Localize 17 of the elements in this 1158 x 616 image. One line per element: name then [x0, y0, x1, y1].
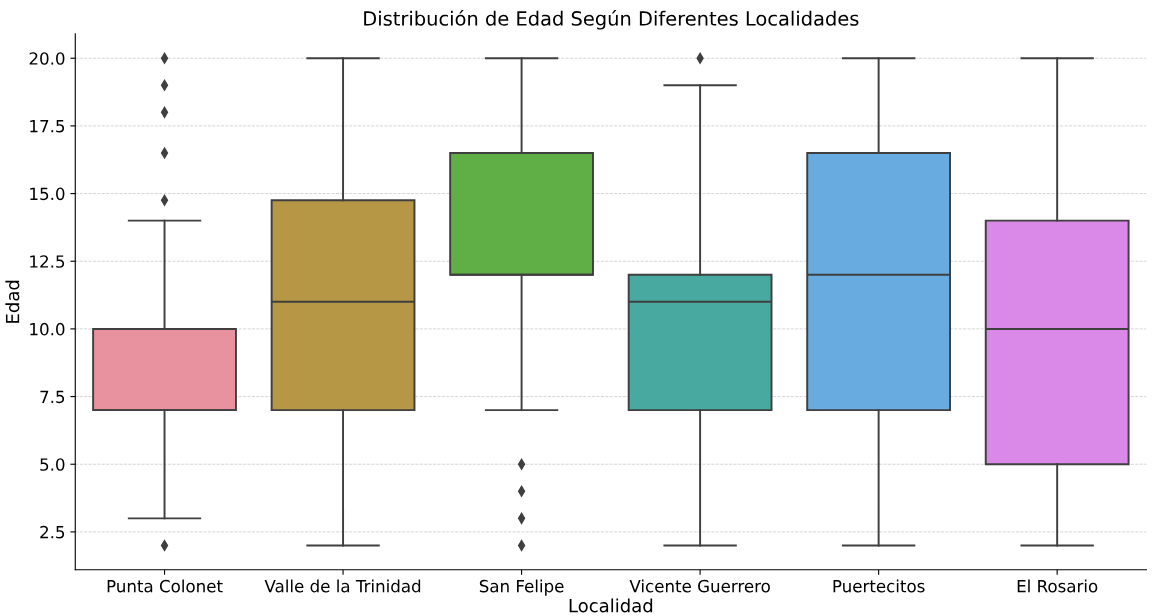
x-tick-label: San Felipe [479, 579, 564, 596]
chart-title: Distribución de Edad Según Diferentes Localidades [364, 9, 859, 30]
y-tick-label: 10.0 [30, 322, 65, 336]
x-tick-label: Punta Colonet [107, 579, 223, 593]
x-tick-label: El Rosario [1017, 579, 1098, 593]
x-tick-label: Valle de la Trinidad [264, 579, 421, 593]
y-tick-label: 5.0 [40, 458, 65, 471]
y-tick-label: 15.0 [30, 187, 65, 201]
y-tick-label: 12.5 [30, 255, 65, 268]
y-tick-label: 2.5 [40, 525, 65, 539]
x-tick-label: Vicente Guerrero [629, 579, 770, 593]
x-axis-title: Localidad [569, 598, 653, 613]
x-tick-label: Puertecitos [833, 579, 925, 593]
y-axis-title: Edad [5, 280, 20, 323]
y-tick-label: 20.0 [29, 52, 65, 65]
y-tick-label: 17.5 [30, 120, 65, 133]
y-tick-label: 7.5 [40, 390, 65, 404]
